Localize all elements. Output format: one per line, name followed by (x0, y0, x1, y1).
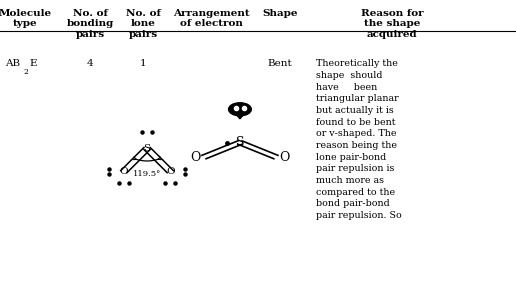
Text: 4: 4 (87, 59, 93, 68)
Text: E: E (29, 59, 37, 68)
Text: 119.5°: 119.5° (133, 170, 161, 178)
Text: S: S (143, 144, 151, 153)
Circle shape (229, 103, 251, 116)
Text: Arrangement
of electron: Arrangement of electron (173, 9, 250, 28)
Text: O: O (279, 151, 289, 164)
Text: No. of
lone
pairs: No. of lone pairs (126, 9, 161, 39)
Text: O: O (190, 151, 201, 164)
Text: Bent: Bent (267, 59, 292, 68)
Text: No. of
bonding
pairs: No. of bonding pairs (67, 9, 114, 39)
Text: AB: AB (5, 59, 20, 68)
Text: Theoretically the
shape  should
have     been
triangular planar
but actually it : Theoretically the shape should have been… (316, 59, 401, 220)
Polygon shape (232, 109, 248, 119)
Text: Molecule
type: Molecule type (0, 9, 51, 28)
Text: Shape: Shape (262, 9, 297, 18)
Text: S: S (236, 136, 244, 149)
Text: 1: 1 (140, 59, 147, 68)
Text: O: O (120, 167, 128, 176)
Text: 2: 2 (24, 68, 28, 76)
Text: Reason for
the shape
acquired: Reason for the shape acquired (361, 9, 424, 39)
Text: O: O (166, 167, 174, 176)
